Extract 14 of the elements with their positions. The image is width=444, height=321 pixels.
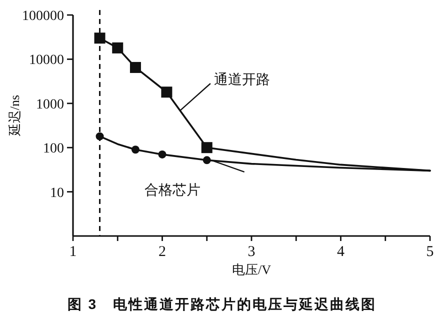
y-tick-label: 10000 [29,53,64,68]
y-axis-title: 延迟/ns [7,94,22,138]
x-tick-label: 3 [248,244,256,260]
x-axis-title: 电压/V [232,262,272,277]
x-tick-label: 5 [426,244,434,260]
y-tick-label: 100000 [22,9,64,24]
x-tick-label: 4 [337,244,345,260]
text: 图 3 电性通道开路芯片的电压与延迟曲线图 [67,296,377,312]
series-label: 合格芯片 [144,182,200,199]
y-tick-label: 100 [43,142,64,157]
x-tick-label: 2 [158,244,166,260]
y-tick-label: 10 [50,186,64,201]
x-tick-label: 1 [69,244,77,260]
y-tick-label: 1000 [36,97,64,112]
